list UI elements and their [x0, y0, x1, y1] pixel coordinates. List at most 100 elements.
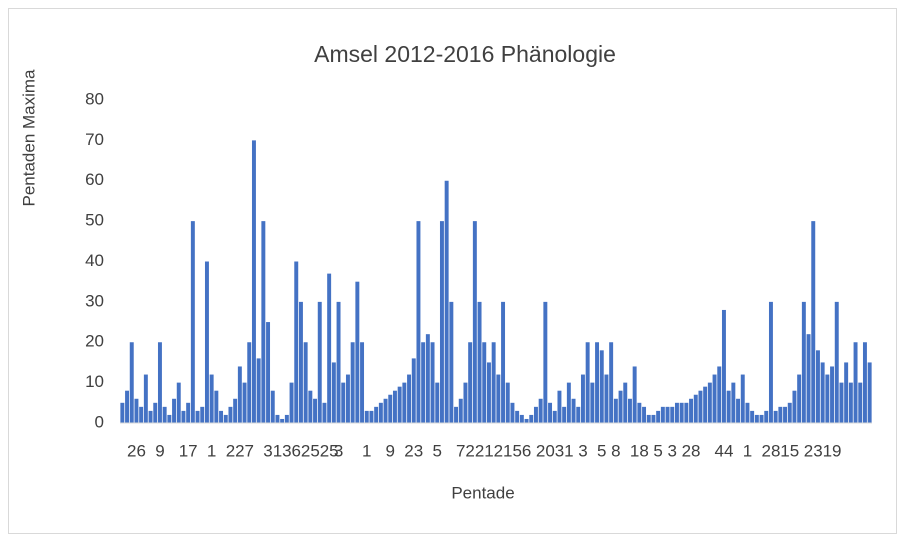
x-tick-label: 28	[761, 441, 780, 460]
bar	[261, 221, 266, 423]
bar	[825, 374, 830, 423]
bar	[585, 342, 590, 423]
bar	[496, 374, 501, 423]
y-tick-label: 0	[95, 412, 104, 431]
bar	[327, 273, 332, 423]
bar	[162, 406, 167, 423]
x-tick-label: 31	[263, 441, 282, 460]
bar	[444, 180, 449, 423]
bar	[731, 382, 736, 423]
bar	[439, 221, 444, 423]
y-tick-label: 20	[85, 332, 104, 351]
bar	[233, 398, 238, 423]
y-tick-label: 10	[85, 372, 104, 391]
bar	[787, 402, 792, 423]
bar	[214, 390, 219, 423]
bar	[566, 382, 571, 423]
bar	[815, 350, 820, 423]
bar	[120, 402, 125, 423]
bar	[665, 406, 670, 423]
bar	[501, 301, 506, 423]
bar	[745, 402, 750, 423]
bar	[853, 342, 858, 423]
x-tick-label: 3	[578, 441, 587, 460]
bar	[153, 402, 158, 423]
bar	[491, 342, 496, 423]
bar	[811, 221, 816, 423]
bar	[595, 342, 600, 423]
bar	[125, 390, 130, 423]
bar	[313, 398, 318, 423]
bar	[129, 342, 134, 423]
y-tick-label: 70	[85, 130, 104, 149]
bar	[280, 418, 285, 423]
bar	[801, 301, 806, 423]
x-tick-label: 25	[320, 441, 339, 460]
bar	[651, 414, 656, 423]
bar	[768, 301, 773, 423]
bar	[402, 382, 407, 423]
bar	[458, 398, 463, 423]
bar	[867, 362, 872, 423]
x-tick-label: 5	[597, 441, 606, 460]
bar	[707, 382, 712, 423]
bar	[251, 140, 256, 423]
x-tick-label: 6	[522, 441, 531, 460]
bar	[139, 406, 144, 423]
bar	[613, 398, 618, 423]
bar	[172, 398, 177, 423]
bar	[754, 414, 759, 423]
x-tick-label: 15	[503, 441, 522, 460]
x-tick-label: 3	[668, 441, 677, 460]
y-tick-label: 60	[85, 170, 104, 189]
bar	[646, 414, 651, 423]
bar	[322, 402, 327, 423]
bar	[759, 414, 764, 423]
bar	[411, 358, 416, 423]
bar	[773, 410, 778, 423]
bar	[209, 374, 214, 423]
y-tick-label: 80	[85, 89, 104, 108]
bar	[360, 342, 365, 423]
bar	[355, 281, 360, 423]
bar	[703, 386, 708, 423]
bar	[684, 402, 689, 423]
bar	[308, 390, 313, 423]
bar	[430, 342, 435, 423]
bar	[345, 374, 350, 423]
bar	[679, 402, 684, 423]
bar	[519, 414, 524, 423]
bar	[552, 410, 557, 423]
bar	[580, 374, 585, 423]
x-tick-label: 19	[823, 441, 842, 460]
bar	[764, 410, 769, 423]
bar	[303, 342, 308, 423]
bar	[543, 301, 548, 423]
bar	[223, 414, 228, 423]
bar	[341, 382, 346, 423]
bar	[378, 402, 383, 423]
bar	[862, 342, 867, 423]
bar	[472, 221, 477, 423]
bar	[195, 410, 200, 423]
bar	[834, 301, 839, 423]
bar	[435, 382, 440, 423]
bar	[632, 366, 637, 423]
bar	[848, 382, 853, 423]
bar	[416, 221, 421, 423]
bar	[717, 366, 722, 423]
bar	[392, 390, 397, 423]
x-tick-label: 23	[404, 441, 423, 460]
x-tick-label: 5	[653, 441, 662, 460]
bar	[557, 390, 562, 423]
x-tick-label: 44	[714, 441, 733, 460]
bar	[538, 398, 543, 423]
bar	[482, 342, 487, 423]
bar	[533, 406, 538, 423]
bar	[642, 406, 647, 423]
x-tick-label: 36	[282, 441, 301, 460]
bar	[167, 414, 172, 423]
bar	[388, 394, 393, 423]
bar	[693, 394, 698, 423]
